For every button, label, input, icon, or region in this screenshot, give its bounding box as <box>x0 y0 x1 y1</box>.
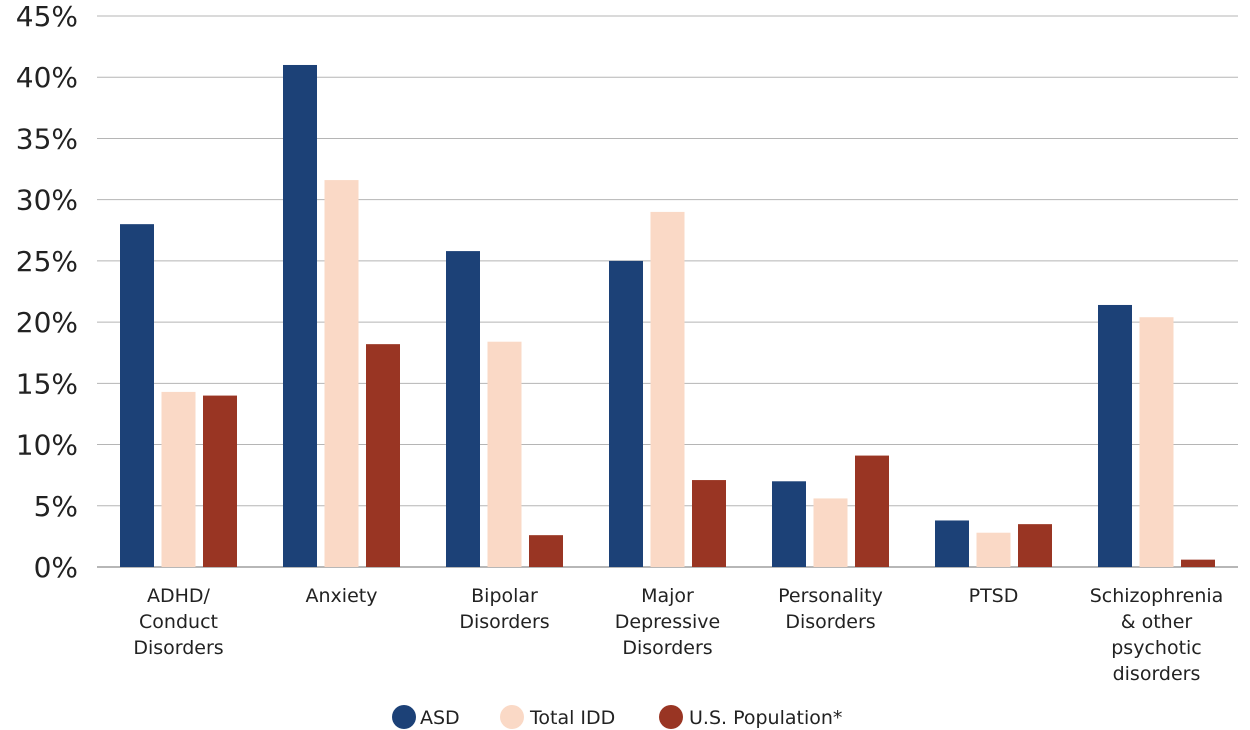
category-label-line: & other <box>1121 611 1193 633</box>
bars <box>120 64 1215 568</box>
bar-total-idd <box>487 341 522 567</box>
y-tick-label: 25% <box>16 245 78 278</box>
legend-swatch <box>659 705 683 729</box>
category-label: Bipolar Disorders <box>459 585 549 633</box>
category-label-line: disorders <box>1113 663 1201 685</box>
category-label-line: ADHD/ <box>147 585 211 607</box>
category-label-line: Anxiety <box>306 585 378 607</box>
category-label-line: Depressive <box>615 611 720 633</box>
category-label-line: Personality <box>778 585 883 607</box>
bar-asd <box>1098 304 1132 567</box>
legend-label: U.S. Population* <box>689 707 842 729</box>
bar-total-idd <box>161 391 196 567</box>
bar-u-s-population <box>366 344 400 567</box>
y-tick-label: 20% <box>16 306 78 339</box>
bar-u-s-population <box>529 535 563 567</box>
bar-total-idd <box>976 532 1011 567</box>
category-label-line: PTSD <box>969 585 1019 607</box>
legend-label: Total IDD <box>529 707 615 729</box>
category-label: Personality Disorders <box>778 585 883 633</box>
x-axis-category-labels: ADHD/Conduct Disorders Anxiety Bipolar Disor… <box>133 585 1223 685</box>
category-label: Anxiety <box>306 585 378 607</box>
bar-u-s-population <box>1181 559 1215 567</box>
bar-asd <box>283 64 317 567</box>
category-label-line: Conduct <box>139 611 218 633</box>
legend-swatch <box>392 705 416 729</box>
category-label-line: Schizophrenia <box>1090 585 1224 607</box>
category-label-line: Bipolar <box>471 585 538 607</box>
category-label-line: Disorders <box>133 637 223 659</box>
y-axis-tick-labels: 0% 5% 10% 15% 20% 25% 30% 35% 40% 45% <box>16 0 78 584</box>
bar-u-s-population <box>1018 524 1052 567</box>
legend-label: ASD <box>420 707 460 729</box>
y-tick-label: 30% <box>16 184 78 217</box>
category-label-line: Disorders <box>622 637 712 659</box>
y-tick-label: 35% <box>16 122 78 155</box>
y-tick-label: 15% <box>16 367 78 400</box>
bar-asd <box>120 224 154 567</box>
y-tick-label: 10% <box>16 429 78 462</box>
category-label-line: Major <box>641 585 694 607</box>
bar-asd <box>609 260 643 567</box>
y-tick-label: 5% <box>34 490 78 523</box>
y-tick-label: 0% <box>34 551 78 584</box>
category-label-line: Disorders <box>785 611 875 633</box>
bar-total-idd <box>650 211 685 567</box>
bar-u-s-population <box>692 480 726 567</box>
bar-total-idd <box>324 180 359 567</box>
legend: ASD Total IDD U.S. Population* <box>392 705 842 729</box>
bar-asd <box>772 481 806 567</box>
category-label: Schizophrenia & other psychotic disorders <box>1090 585 1224 685</box>
bar-total-idd <box>1139 317 1174 567</box>
category-label-line: Disorders <box>459 611 549 633</box>
category-label: Major Depressive Disorders <box>615 585 720 659</box>
y-tick-label: 40% <box>16 61 78 94</box>
category-label: ADHD/Conduct Disorders <box>133 585 223 659</box>
category-label: PTSD <box>969 585 1019 607</box>
bar-total-idd <box>813 498 848 567</box>
legend-swatch <box>500 705 524 729</box>
category-label-line: psychotic <box>1111 637 1202 659</box>
bar-u-s-population <box>855 455 889 567</box>
bar-u-s-population <box>203 395 237 567</box>
bar-asd <box>446 251 480 568</box>
y-tick-label: 45% <box>16 0 78 33</box>
bar-asd <box>935 520 969 567</box>
